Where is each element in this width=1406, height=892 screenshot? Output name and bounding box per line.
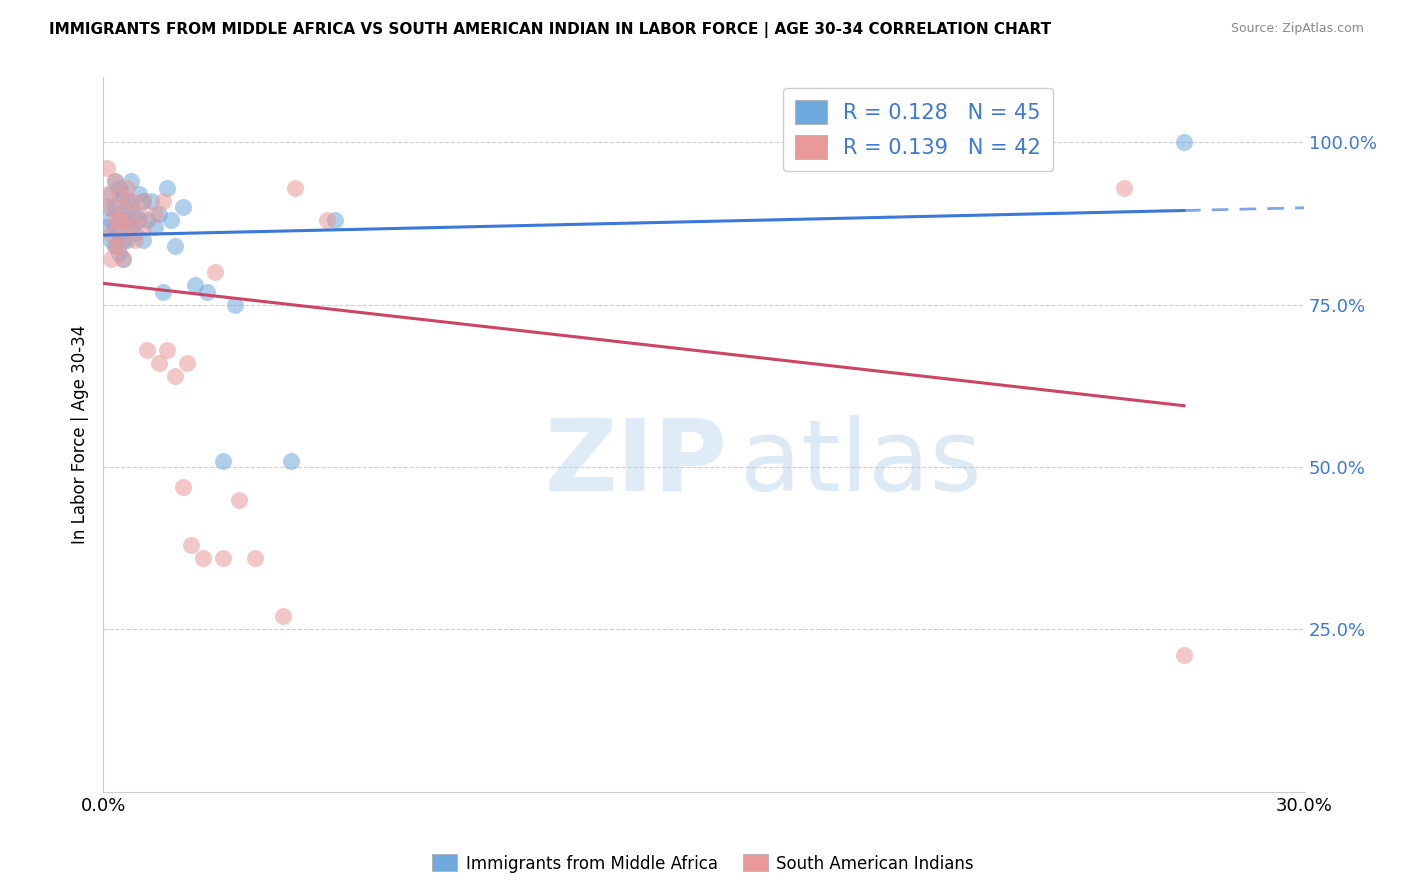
Point	[132, 233, 155, 247]
Point	[128, 207, 150, 221]
Point	[172, 200, 194, 214]
Point	[156, 181, 179, 195]
Point	[136, 213, 159, 227]
Point	[271, 609, 294, 624]
Point	[180, 538, 202, 552]
Point	[108, 187, 131, 202]
Point	[115, 213, 138, 227]
Point	[128, 213, 150, 227]
Point	[124, 207, 146, 221]
Point	[160, 213, 183, 227]
Point	[115, 181, 138, 195]
Point	[96, 161, 118, 176]
Point	[1173, 648, 1195, 663]
Point	[124, 233, 146, 247]
Legend: R = 0.128   N = 45, R = 0.139   N = 42: R = 0.128 N = 45, R = 0.139 N = 42	[783, 87, 1053, 171]
Point	[973, 136, 995, 150]
Point	[195, 285, 218, 299]
Point	[152, 194, 174, 208]
Point	[156, 343, 179, 358]
Point	[136, 343, 159, 358]
Point	[212, 453, 235, 467]
Y-axis label: In Labor Force | Age 30-34: In Labor Force | Age 30-34	[72, 325, 89, 544]
Point	[212, 550, 235, 565]
Point	[104, 174, 127, 188]
Point	[1173, 136, 1195, 150]
Point	[120, 219, 142, 234]
Point	[148, 207, 170, 221]
Point	[112, 200, 135, 214]
Text: ZIP: ZIP	[544, 415, 728, 512]
Point	[316, 213, 339, 227]
Point	[112, 187, 135, 202]
Point	[132, 194, 155, 208]
Point	[184, 278, 207, 293]
Point	[176, 356, 198, 370]
Text: atlas: atlas	[740, 415, 981, 512]
Point	[323, 213, 346, 227]
Point	[104, 239, 127, 253]
Point	[228, 492, 250, 507]
Point	[100, 200, 122, 214]
Point	[108, 227, 131, 241]
Text: Source: ZipAtlas.com: Source: ZipAtlas.com	[1230, 22, 1364, 36]
Point	[112, 213, 135, 227]
Point	[1112, 181, 1135, 195]
Text: IMMIGRANTS FROM MIDDLE AFRICA VS SOUTH AMERICAN INDIAN IN LABOR FORCE | AGE 30-3: IMMIGRANTS FROM MIDDLE AFRICA VS SOUTH A…	[49, 22, 1052, 38]
Point	[104, 239, 127, 253]
Point	[132, 194, 155, 208]
Point	[112, 233, 135, 247]
Point	[284, 181, 307, 195]
Point	[245, 550, 267, 565]
Point	[224, 298, 246, 312]
Point	[112, 227, 135, 241]
Point	[128, 187, 150, 202]
Point	[115, 194, 138, 208]
Point	[104, 219, 127, 234]
Point	[148, 356, 170, 370]
Point	[193, 550, 215, 565]
Point	[112, 252, 135, 267]
Point	[108, 213, 131, 227]
Point	[100, 227, 122, 241]
Point	[104, 213, 127, 227]
Point	[100, 233, 122, 247]
Point	[120, 219, 142, 234]
Point	[100, 187, 122, 202]
Point	[172, 479, 194, 493]
Point	[120, 200, 142, 214]
Point	[165, 239, 187, 253]
Point	[120, 174, 142, 188]
Point	[115, 233, 138, 247]
Point	[104, 174, 127, 188]
Point	[108, 245, 131, 260]
Point	[280, 453, 302, 467]
Point	[120, 194, 142, 208]
Point	[100, 213, 122, 227]
Point	[165, 369, 187, 384]
Point	[204, 265, 226, 279]
Point	[108, 207, 131, 221]
Point	[96, 187, 118, 202]
Point	[100, 252, 122, 267]
Point	[143, 219, 166, 234]
Point	[108, 181, 131, 195]
Point	[112, 252, 135, 267]
Point	[124, 227, 146, 241]
Point	[141, 194, 163, 208]
Point	[132, 219, 155, 234]
Point	[96, 200, 118, 214]
Point	[96, 219, 118, 234]
Point	[115, 213, 138, 227]
Point	[143, 207, 166, 221]
Point	[108, 239, 131, 253]
Point	[104, 200, 127, 214]
Point	[152, 285, 174, 299]
Legend: Immigrants from Middle Africa, South American Indians: Immigrants from Middle Africa, South Ame…	[426, 847, 980, 880]
